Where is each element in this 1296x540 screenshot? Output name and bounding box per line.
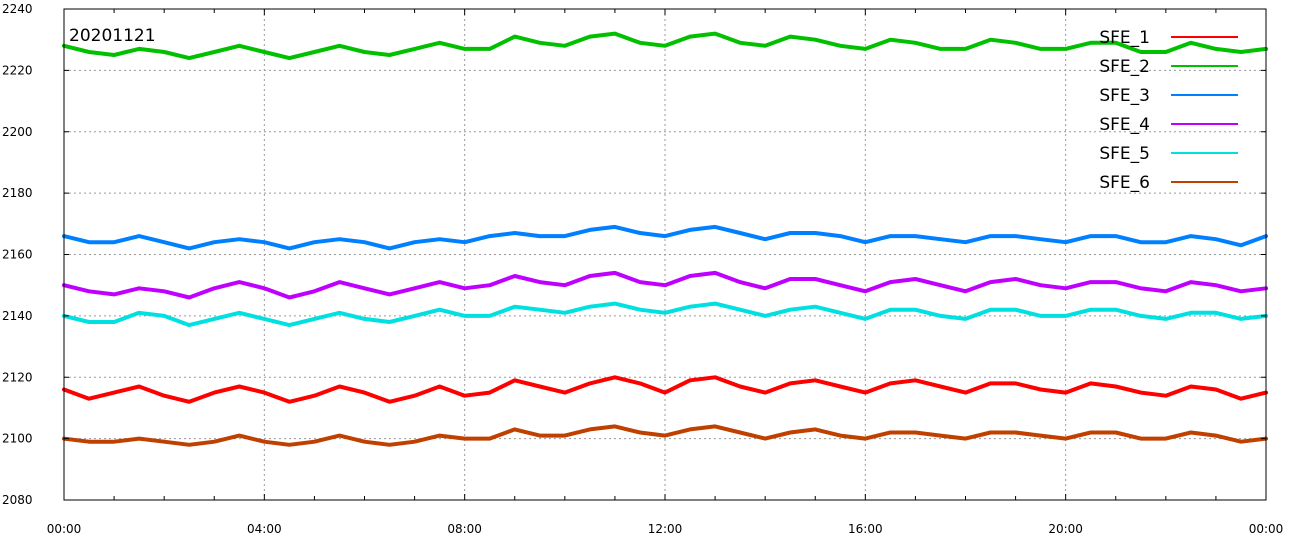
series-line-sfe-5 xyxy=(62,301,1268,328)
legend-label: SFE_4 xyxy=(1099,115,1150,135)
grid xyxy=(64,9,1266,500)
y-tick-label: 2140 xyxy=(2,309,33,323)
x-tick-label: 20:00 xyxy=(1048,522,1083,536)
y-tick-label: 2200 xyxy=(2,125,33,139)
series-line-sfe-6 xyxy=(62,424,1268,447)
x-tick-label: 08:00 xyxy=(447,522,482,536)
legend-label: SFE_5 xyxy=(1099,144,1150,164)
x-tick-label: 12:00 xyxy=(648,522,683,536)
legend-label: SFE_6 xyxy=(1099,173,1150,193)
y-tick-label: 2160 xyxy=(2,248,33,262)
y-tick-label: 2180 xyxy=(2,186,33,200)
chart-title: 20201121 xyxy=(69,26,156,46)
series-layer xyxy=(62,31,1268,447)
x-tick-label: 16:00 xyxy=(848,522,883,536)
y-tick-label: 2120 xyxy=(2,370,33,384)
series-line-sfe-3 xyxy=(62,224,1268,251)
y-tick-label: 2220 xyxy=(2,63,33,77)
legend-label: SFE_2 xyxy=(1099,57,1150,77)
x-axis: 00:00 04:00 08:00 12:00 16:00 20:00 00:00 xyxy=(47,9,1284,536)
series-line-sfe-1 xyxy=(62,375,1268,404)
y-axis: 2080 2100 2120 2140 2160 2180 2200 2220 2240 xyxy=(2,2,1266,507)
x-tick-label: 00:00 xyxy=(47,522,82,536)
x-tick-label: 04:00 xyxy=(247,522,282,536)
legend-label: SFE_1 xyxy=(1099,28,1150,48)
x-tick-label: 00:00 xyxy=(1249,522,1284,536)
legend: SFE_1 SFE_2 SFE_3 SFE_4 SFE_5 SFE_6 xyxy=(1099,28,1238,193)
series-line-sfe-4 xyxy=(62,270,1268,300)
y-tick-label: 2080 xyxy=(2,493,33,507)
series-line-sfe-2 xyxy=(62,31,1268,61)
legend-label: SFE_3 xyxy=(1099,86,1150,106)
y-tick-label: 2100 xyxy=(2,432,33,446)
y-tick-label: 2240 xyxy=(2,2,33,16)
